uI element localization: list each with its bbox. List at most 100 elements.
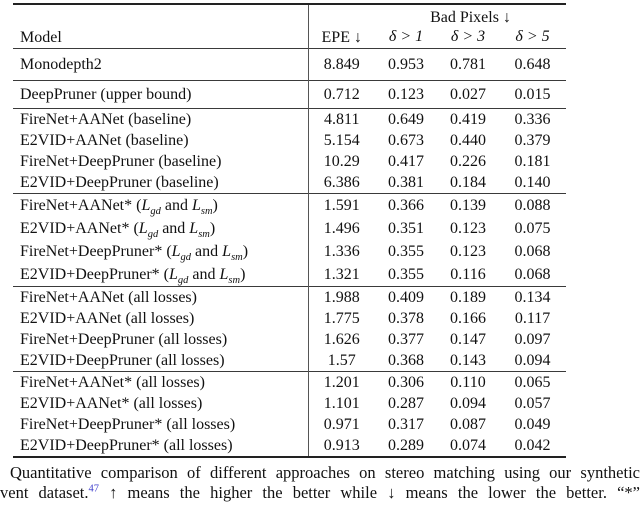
bad-pixels-d1-value: 0.351: [388, 219, 424, 237]
bad-pixels-d1-value: 0.381: [388, 173, 424, 191]
model-name: E2VID+AANet* (Lgd and Lsm): [20, 219, 216, 240]
results-table: Model EPE ↓ Bad Pixels ↓ δ > 1 δ > 3 δ >…: [13, 3, 567, 458]
table-row: E2VID+DeepPruner (baseline) 6.386 0.381 …: [13, 172, 566, 194]
bad-pixels-d5-value: 0.075: [514, 219, 551, 237]
table-row: E2VID+DeepPruner (all losses) 1.57 0.368…: [13, 350, 566, 372]
table-row: FireNet+AANet (all losses) 1.988 0.409 0…: [13, 286, 566, 308]
bad-pixels-d3-value: 0.147: [450, 330, 486, 348]
model-name: FireNet+DeepPruner* (all losses): [20, 415, 236, 433]
epe-value: 1.988: [307, 286, 375, 308]
epe-value: 5.154: [307, 130, 375, 151]
loss-symbol: L: [219, 265, 229, 283]
citation-ref-47[interactable]: 47: [88, 483, 99, 495]
epe-value: 1.336: [307, 240, 375, 263]
bad-pixels-d1-value: 0.287: [388, 394, 424, 412]
epe-value: 1.626: [307, 329, 375, 350]
epe-value: 1.101: [307, 393, 375, 414]
epe-value: 0.971: [307, 414, 375, 435]
epe-value: 1.321: [307, 263, 375, 287]
epe-value: 1.496: [307, 217, 375, 240]
loss-symbol: L: [191, 196, 201, 214]
bad-pixels-d5-value: 0.065: [514, 373, 551, 391]
loss-symbol: L: [138, 219, 148, 237]
bad-pixels-d1-value: 0.355: [388, 265, 424, 283]
bad-pixels-d5-value: 0.057: [514, 394, 551, 412]
bad-pixels-d5-value: 0.088: [514, 196, 551, 214]
model-name: FireNet+DeepPruner* (Lgd and Lsm): [20, 242, 249, 263]
group-baseline: FireNet+AANet (baseline) 4.811 0.649 0.4…: [13, 108, 567, 194]
epe-value: 1.591: [307, 193, 375, 217]
bad-pixels-d5-value: 0.068: [514, 242, 551, 260]
bad-pixels-d3-value: 0.123: [450, 219, 486, 237]
bad-pixels-d5-value: 0.140: [514, 173, 551, 191]
model-name: FireNet+AANet* (all losses): [20, 373, 205, 391]
table-row: E2VID+AANet* (all losses) 1.101 0.287 0.…: [13, 393, 566, 414]
caption-line-2: vent dataset.47 ↑ means the higher the b…: [0, 483, 640, 503]
epe-value: 0.913: [307, 435, 375, 457]
bad-pixels-d1-value: 0.417: [388, 152, 424, 170]
epe-value: 4.811: [307, 108, 375, 130]
bad-pixels-d3-value: 0.110: [450, 373, 486, 391]
bad-pixels-d3-value: 0.440: [450, 131, 486, 149]
loss-symbol: L: [168, 265, 178, 283]
group-starred-all-losses: FireNet+AANet* (all losses) 1.201 0.306 …: [13, 371, 567, 457]
model-name: FireNet+DeepPruner (baseline): [20, 152, 222, 170]
caption-text: vent dataset.: [0, 483, 89, 502]
bad-pixels-d3-value: 0.094: [450, 394, 486, 412]
model-name: E2VID+DeepPruner* (Lgd and Lsm): [20, 265, 246, 286]
table-row: E2VID+DeepPruner* (Lgd and Lsm) 1.321 0.…: [13, 263, 566, 287]
bad-pixels-d3-value: 0.074: [450, 436, 486, 454]
bad-pixels-d5-value: 0.181: [514, 152, 551, 170]
bad-pixels-d1-value: 0.289: [388, 436, 424, 454]
bad-pixels-d5-value: 0.117: [514, 309, 551, 327]
bad-pixels-d5-value: 0.094: [514, 351, 551, 369]
epe-value: 6.386: [307, 172, 375, 194]
table-header: Model EPE ↓ Bad Pixels ↓ δ > 1 δ > 3 δ >…: [13, 4, 567, 49]
bad-pixels-d5-value: 0.097: [514, 330, 551, 348]
table-row: E2VID+AANet (baseline) 5.154 0.673 0.440…: [13, 130, 566, 151]
table-caption: Quantitative comparison of different app…: [0, 463, 640, 503]
col-header-model: Model: [20, 29, 62, 46]
caption-asterisk-note: “*”: [617, 483, 640, 502]
table-row: FireNet+DeepPruner (all losses) 1.626 0.…: [13, 329, 566, 350]
epe-value: 10.29: [307, 151, 375, 172]
group-gd-sm-losses: FireNet+AANet* (Lgd and Lsm) 1.591 0.366…: [13, 193, 567, 287]
bad-pixels-d3-value: 0.139: [450, 196, 486, 214]
table-row: FireNet+AANet (baseline) 4.811 0.649 0.4…: [13, 108, 566, 130]
bad-pixels-d5-value: 0.134: [514, 288, 551, 306]
epe-value: 1.201: [307, 371, 375, 393]
table-row: FireNet+AANet* (Lgd and Lsm) 1.591 0.366…: [13, 193, 566, 217]
model-name: FireNet+AANet (baseline): [20, 110, 192, 128]
bad-pixels-d1-value: 0.378: [388, 309, 424, 327]
model-name: FireNet+AANet* (Lgd and Lsm): [20, 196, 218, 217]
epe-value: 0.712: [307, 80, 375, 109]
col-header-bad-pixels: Bad Pixels ↓: [430, 9, 511, 26]
bad-pixels-d3-value: 0.781: [450, 55, 486, 73]
bad-pixels-d5-value: 0.379: [514, 131, 551, 149]
bad-pixels-d1-value: 0.355: [388, 242, 424, 260]
bad-pixels-d5-value: 0.336: [514, 110, 551, 128]
loss-symbol: L: [222, 242, 232, 260]
bad-pixels-d1-value: 0.953: [388, 55, 424, 73]
model-name: DeepPruner (upper bound): [20, 85, 192, 103]
bad-pixels-d5-value: 0.068: [514, 265, 551, 283]
table-row: FireNet+DeepPruner (baseline) 10.29 0.41…: [13, 151, 566, 172]
bad-pixels-d3-value: 0.087: [450, 415, 486, 433]
bad-pixels-d3-value: 0.419: [450, 110, 486, 128]
epe-value: 1.775: [307, 308, 375, 329]
bad-pixels-d5-value: 0.042: [514, 436, 551, 454]
bad-pixels-d1-value: 0.673: [388, 131, 424, 149]
caption-text: ↑ means the higher the better while ↓ me…: [109, 483, 607, 502]
group-upper-bound: DeepPruner (upper bound) 0.712 0.123 0.0…: [13, 80, 567, 109]
loss-symbol: L: [189, 219, 199, 237]
bad-pixels-d1-value: 0.377: [388, 330, 424, 348]
model-name: E2VID+AANet (baseline): [20, 131, 189, 149]
table-row: E2VID+AANet* (Lgd and Lsm) 1.496 0.351 0…: [13, 217, 566, 240]
caption-line-1: Quantitative comparison of different app…: [10, 463, 640, 482]
col-header-delta-gt-5: δ > 5: [515, 28, 550, 45]
table-row: Monodepth2 8.849 0.953 0.781 0.648: [13, 48, 566, 81]
bad-pixels-d3-value: 0.184: [450, 173, 486, 191]
col-header-epe: EPE ↓: [307, 4, 375, 49]
bad-pixels-d3-value: 0.189: [450, 288, 486, 306]
bad-pixels-d3-value: 0.027: [450, 85, 486, 103]
